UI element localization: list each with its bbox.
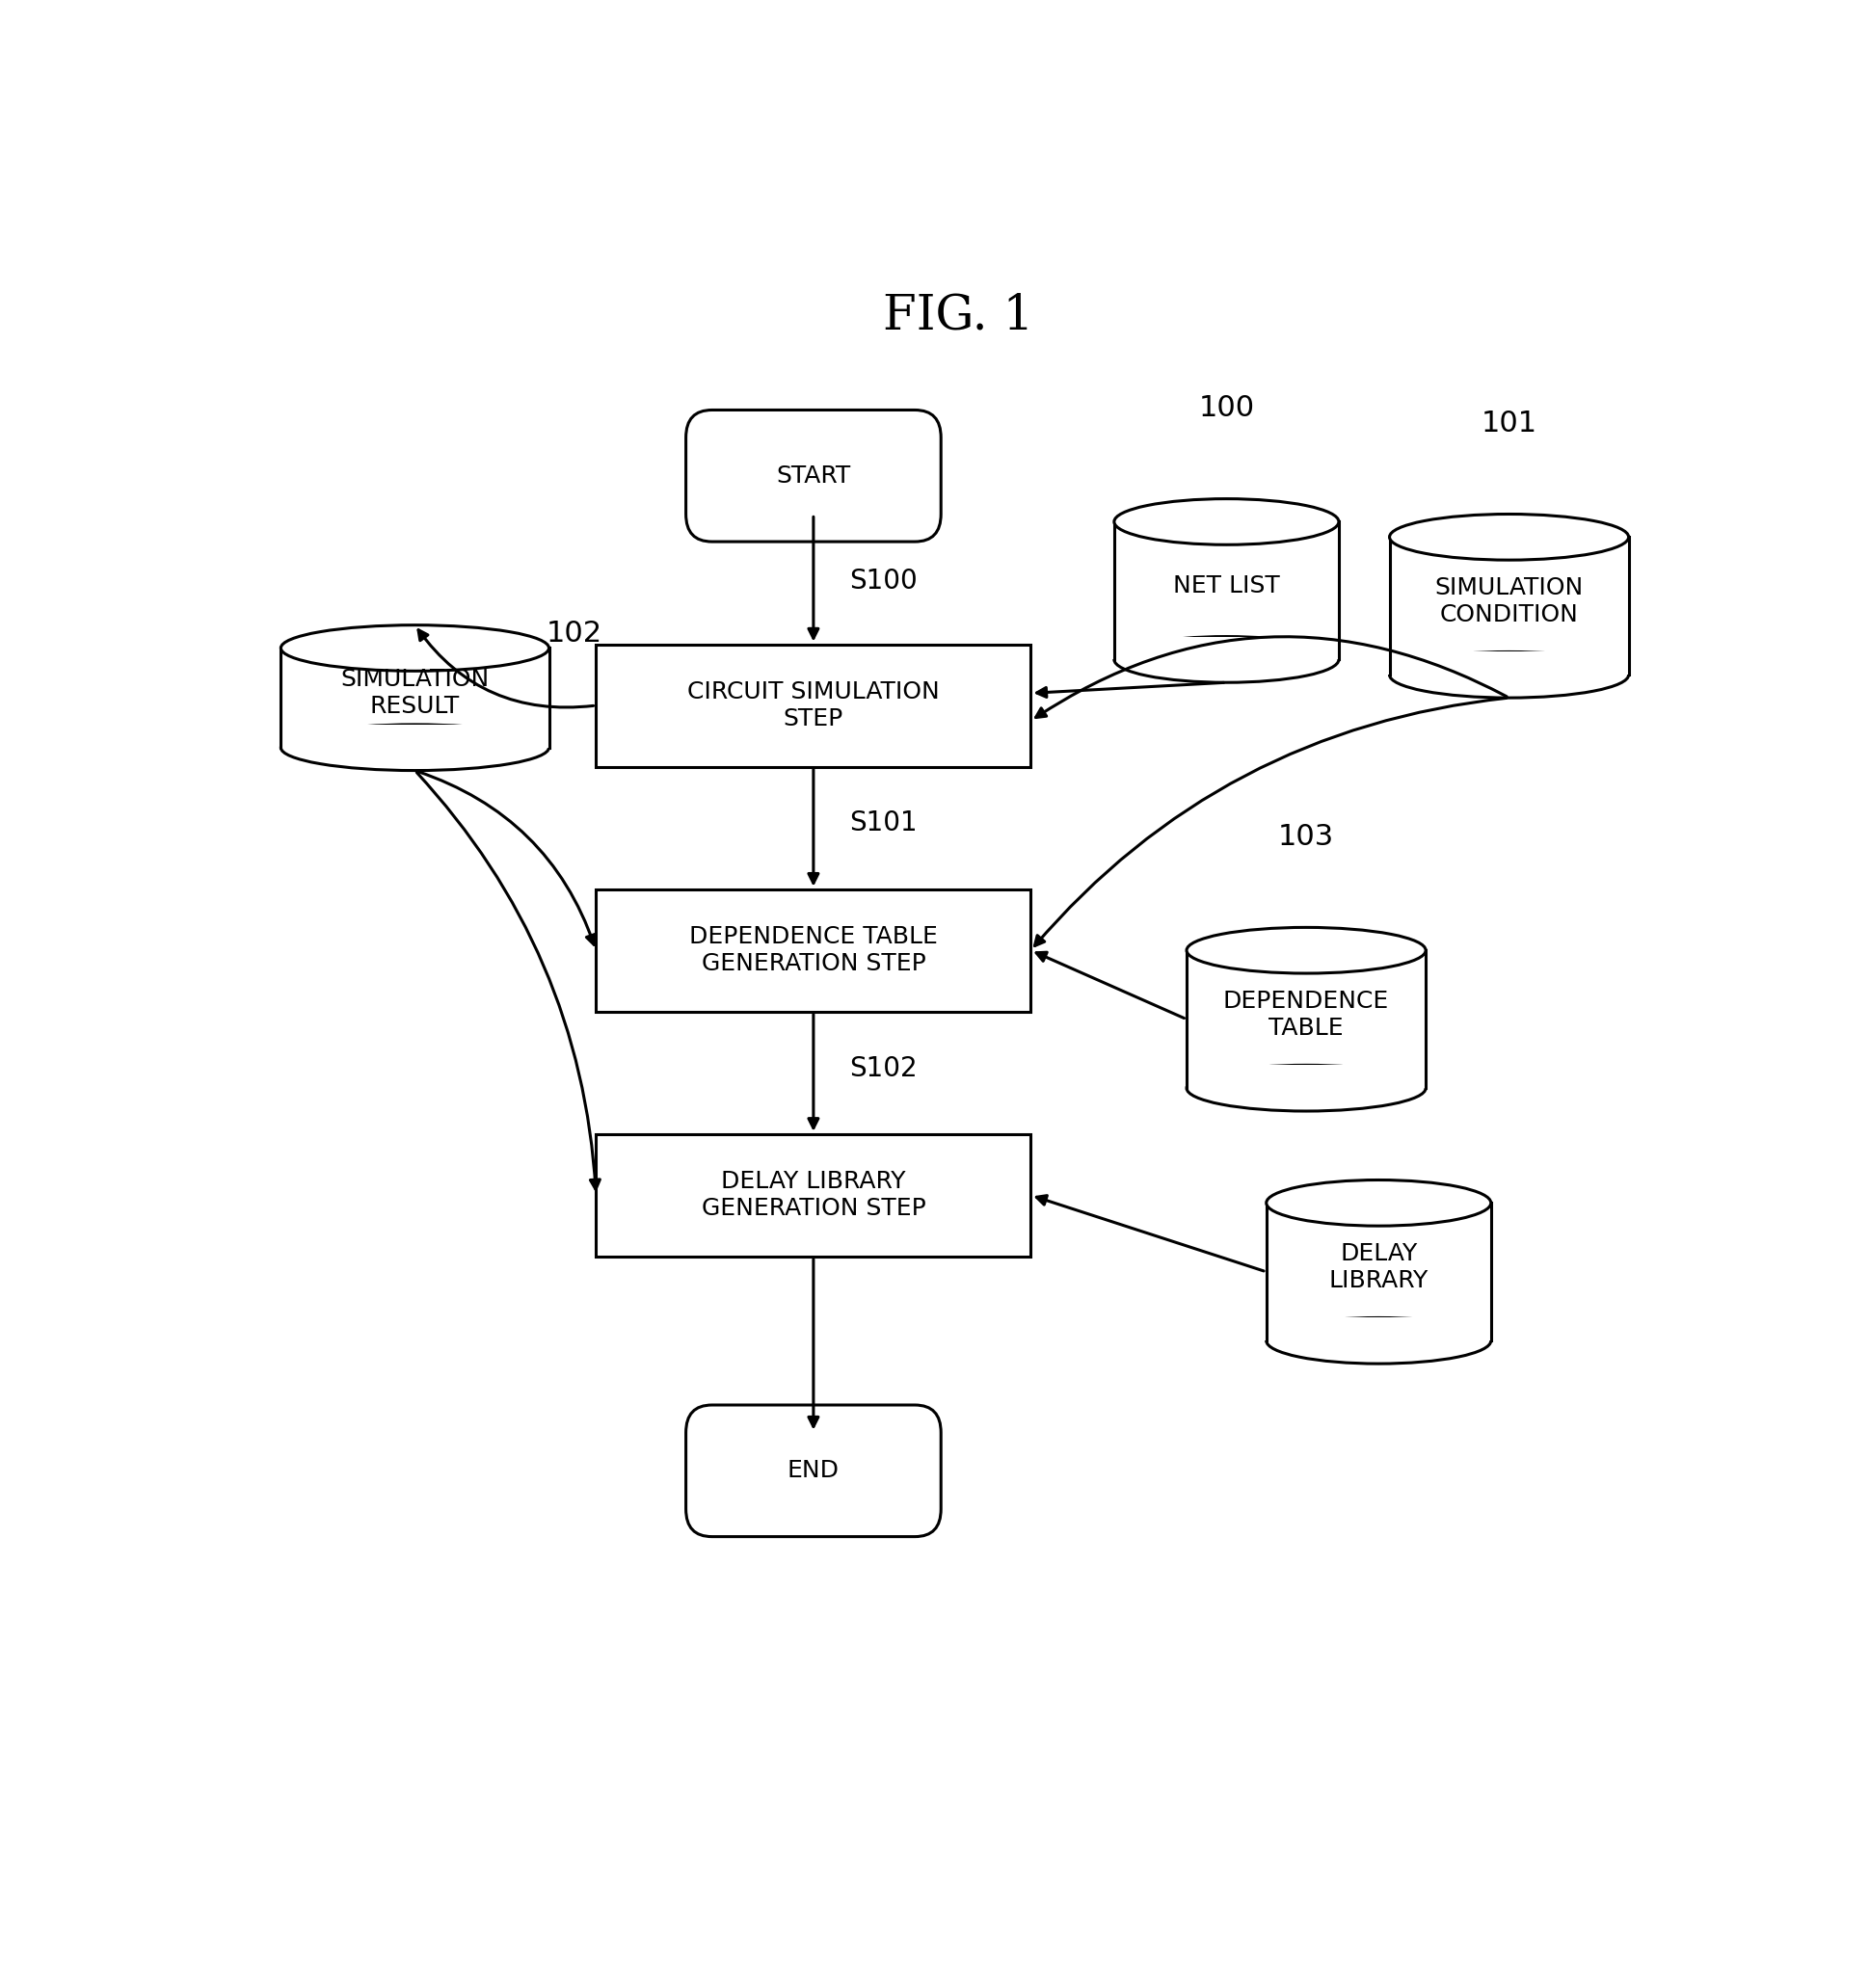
Text: DELAY
LIBRARY: DELAY LIBRARY [1329, 1242, 1428, 1292]
Ellipse shape [1389, 515, 1628, 561]
Ellipse shape [1187, 1066, 1424, 1111]
Text: SIMULATION
CONDITION: SIMULATION CONDITION [1434, 577, 1583, 626]
Bar [1112, 636, 1340, 660]
Text: NET LIST: NET LIST [1172, 575, 1278, 598]
Bar [596, 889, 1030, 1012]
Bar [280, 648, 549, 747]
Bar [1387, 652, 1630, 674]
FancyBboxPatch shape [686, 1406, 940, 1537]
Ellipse shape [280, 624, 549, 672]
Text: S102: S102 [849, 1056, 918, 1081]
Text: 100: 100 [1198, 394, 1254, 421]
Bar [1263, 1318, 1491, 1340]
Text: 101: 101 [1480, 410, 1536, 437]
Text: DELAY LIBRARY
GENERATION STEP: DELAY LIBRARY GENERATION STEP [701, 1171, 925, 1221]
Text: DEPENDENCE TABLE
GENERATION STEP: DEPENDENCE TABLE GENERATION STEP [690, 924, 936, 976]
Text: S101: S101 [849, 809, 918, 837]
Text: DEPENDENCE
TABLE: DEPENDENCE TABLE [1222, 990, 1389, 1040]
Text: 103: 103 [1277, 823, 1334, 851]
Ellipse shape [1389, 652, 1628, 698]
Ellipse shape [280, 724, 549, 771]
Bar [596, 1133, 1030, 1256]
FancyBboxPatch shape [686, 410, 940, 541]
Text: END: END [787, 1459, 839, 1483]
Bar [1265, 1203, 1490, 1340]
Bar [596, 644, 1030, 767]
Bar [1389, 537, 1628, 674]
Ellipse shape [1265, 1181, 1490, 1227]
Bar [1114, 521, 1338, 660]
Ellipse shape [1265, 1318, 1490, 1364]
Bar [1187, 950, 1424, 1087]
Text: 102: 102 [546, 620, 602, 648]
Text: 104: 104 [1349, 1076, 1405, 1103]
Text: FIG. 1: FIG. 1 [882, 292, 1034, 340]
Text: SIMULATION
RESULT: SIMULATION RESULT [340, 668, 490, 718]
Text: START: START [776, 465, 850, 487]
Text: CIRCUIT SIMULATION
STEP: CIRCUIT SIMULATION STEP [688, 680, 938, 730]
Text: S100: S100 [849, 569, 918, 594]
Ellipse shape [1114, 636, 1338, 682]
Bar [1185, 1066, 1426, 1087]
Ellipse shape [1187, 926, 1424, 974]
Ellipse shape [1114, 499, 1338, 545]
Bar [278, 724, 549, 747]
